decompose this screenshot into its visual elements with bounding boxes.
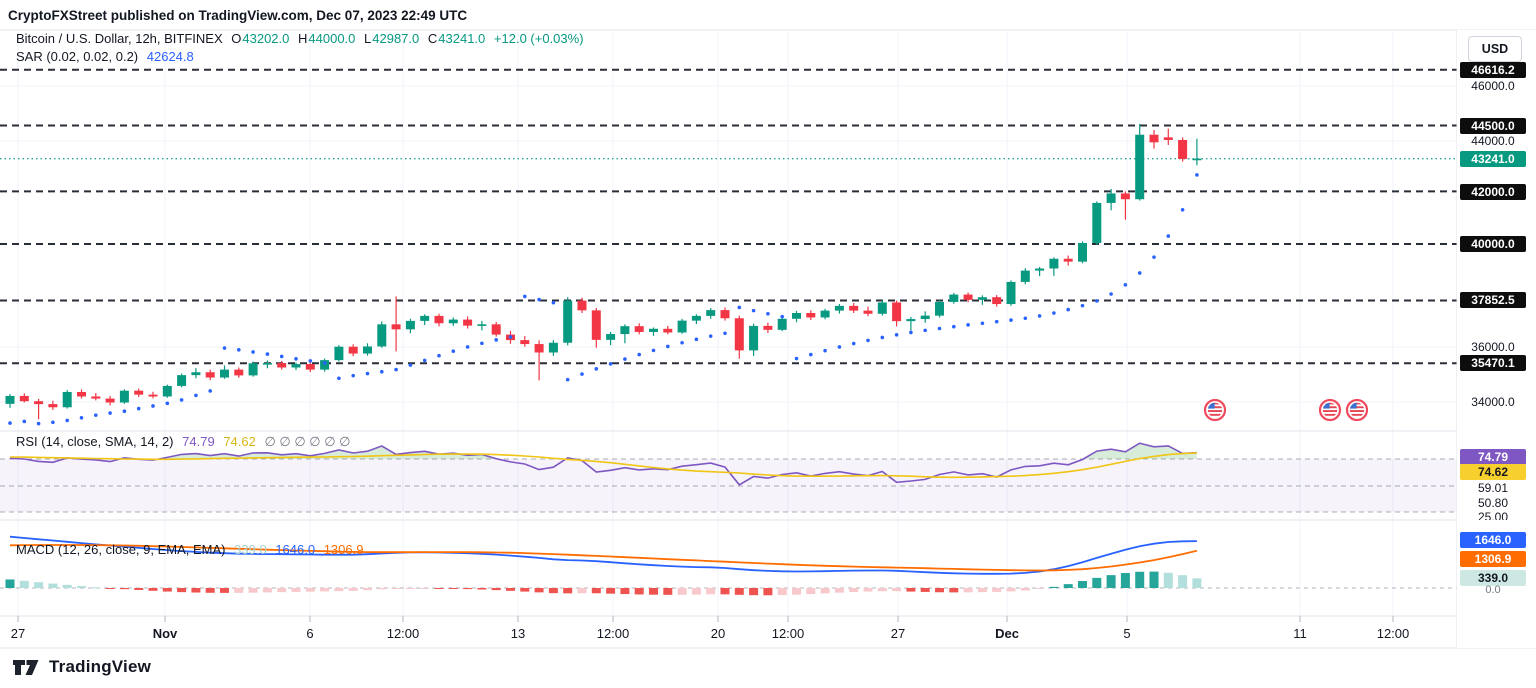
tradingview-logo[interactable]: TradingView xyxy=(12,657,151,677)
sar-legend[interactable]: SAR (0.02, 0.02, 0.2) 42624.8 xyxy=(16,49,199,64)
macd-axis-label: 339.0 xyxy=(1460,570,1526,586)
rsi-axis-label: 74.62 xyxy=(1460,464,1526,480)
price-axis-label: 36000.0 xyxy=(1471,340,1515,354)
rsi-axis-label: 25.00 xyxy=(1477,511,1509,520)
price-axis-label: 43241.0 xyxy=(1460,151,1526,167)
attribution-text: CryptoFXStreet published on TradingView.… xyxy=(8,8,468,23)
rsi-axis-label: 74.79 xyxy=(1460,449,1526,465)
macd-signal-line xyxy=(9,544,1198,572)
time-axis-label: 27 xyxy=(890,626,906,641)
rsi-axis-label: 50.80 xyxy=(1477,496,1509,510)
rsi-ma-value: 74.62 xyxy=(223,434,256,449)
low-label: L xyxy=(364,31,372,46)
price-axis-label: 35470.1 xyxy=(1460,355,1526,371)
time-axis-label: Dec xyxy=(995,626,1019,641)
symbol-legend[interactable]: Bitcoin / U.S. Dollar, 12h, BITFINEX O43… xyxy=(16,31,589,46)
time-axis-label: 12:00 xyxy=(386,626,420,641)
price-axis-label: 46616.2 xyxy=(1460,62,1526,78)
price-axis-label: 37852.5 xyxy=(1460,292,1526,308)
rsi-value: 74.79 xyxy=(182,434,215,449)
price-axis-label: 34000.0 xyxy=(1471,395,1515,409)
time-axis-label: 20 xyxy=(710,626,726,641)
change-value: +12.0 (+0.03%) xyxy=(493,31,584,46)
tradingview-logo-icon xyxy=(13,659,39,675)
time-axis-label: 11 xyxy=(1293,626,1307,641)
macd-axis-label: 0.0 xyxy=(1485,584,1501,596)
macd-signal-value: 1306.9 xyxy=(323,542,364,557)
time-axis-label: 13 xyxy=(510,626,526,641)
us-flag-icon[interactable] xyxy=(1203,398,1227,422)
currency-button[interactable]: USD xyxy=(1468,36,1522,62)
sar-value: 42624.8 xyxy=(146,49,194,64)
sar-label: SAR (0.02, 0.02, 0.2) xyxy=(16,49,139,64)
rsi-axis-label: 59.01 xyxy=(1477,481,1509,495)
open-value: 43202.0 xyxy=(242,31,290,46)
macd-legend[interactable]: MACD (12, 26, close, 9, EMA, EMA) 339.0 … xyxy=(16,542,368,557)
close-value: 43241.0 xyxy=(438,31,486,46)
macd-line xyxy=(9,535,1197,575)
macd-line-value: 1646.0 xyxy=(275,542,316,557)
us-flag-icon[interactable] xyxy=(1345,398,1369,422)
time-axis-label: 12:00 xyxy=(1376,626,1410,641)
sar-dots xyxy=(8,173,1199,426)
price-axis-label: 40000.0 xyxy=(1460,236,1526,252)
macd-axis-label: 1646.0 xyxy=(1460,532,1526,548)
high-label: H xyxy=(298,31,308,46)
rsi-legend[interactable]: RSI (14, close, SMA, 14, 2) 74.79 74.62 … xyxy=(16,434,356,450)
tradingview-logo-text: TradingView xyxy=(49,657,152,676)
time-axis-label: 5 xyxy=(1123,626,1131,641)
time-axis-label: Nov xyxy=(152,626,178,641)
macd-axis-label: 1306.9 xyxy=(1460,551,1526,567)
price-axis-label: 44500.0 xyxy=(1460,118,1526,134)
close-label: C xyxy=(427,31,438,46)
open-label: O xyxy=(231,31,242,46)
time-axis-label: 12:00 xyxy=(596,626,630,641)
symbol-title: Bitcoin / U.S. Dollar, 12h, BITFINEX xyxy=(16,31,223,46)
rsi-hidden-values: ∅ ∅ ∅ ∅ ∅ ∅ xyxy=(264,434,351,449)
price-axis-label: 44000.0 xyxy=(1471,134,1515,148)
time-axis-label: 6 xyxy=(306,626,314,641)
price-axis-label: 42000.0 xyxy=(1460,184,1526,200)
time-axis-label: 27 xyxy=(10,626,26,641)
us-flag-icon[interactable] xyxy=(1318,398,1342,422)
price-axis[interactable]: USD 46616.2 46000.0 44500.0 44000.0 43241.0 4… xyxy=(1457,30,1536,648)
time-axis-label: 12:00 xyxy=(771,626,805,641)
low-value: 42987.0 xyxy=(372,31,420,46)
price-axis-label: 46000.0 xyxy=(1471,79,1515,93)
macd-hist-value: 339.0 xyxy=(234,542,267,557)
rsi-ma-line xyxy=(9,452,1197,479)
high-value: 44000.0 xyxy=(308,31,356,46)
macd-label: MACD (12, 26, close, 9, EMA, EMA) xyxy=(16,542,226,557)
rsi-label: RSI (14, close, SMA, 14, 2) xyxy=(16,434,174,449)
macd-histogram xyxy=(5,571,1202,596)
candles xyxy=(5,123,1202,420)
